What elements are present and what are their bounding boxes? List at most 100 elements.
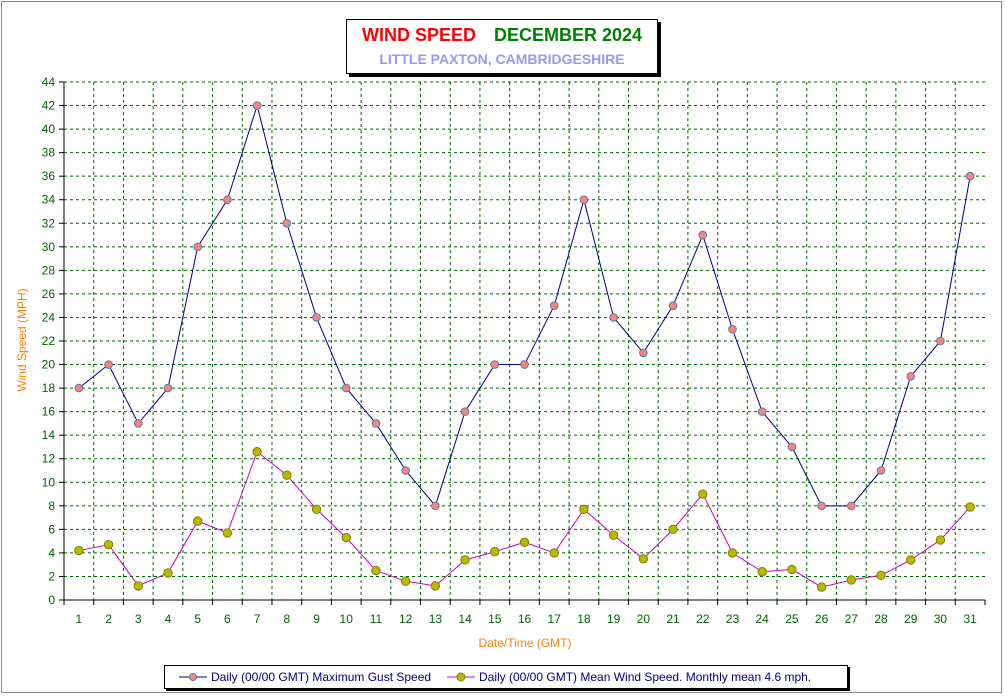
data-point-gust <box>549 301 559 310</box>
data-point-mean <box>133 581 143 591</box>
data-point-mean <box>490 547 500 557</box>
y-axis-label: Wind Speed (MPH) <box>15 288 29 391</box>
data-point-mean <box>935 535 946 545</box>
x-axis-label: Date/Time (GMT) <box>479 636 572 650</box>
legend-label-gust: Daily (00/00 GMT) Maximum Gust Speed <box>211 670 432 684</box>
x-tick-label: 29 <box>904 612 918 626</box>
data-point-mean <box>965 502 975 512</box>
data-point-gust <box>639 348 648 358</box>
x-tick-label: 27 <box>845 612 859 626</box>
data-point-gust <box>876 466 886 475</box>
data-point-gust <box>817 501 826 511</box>
y-tick-label: 10 <box>42 475 56 489</box>
data-point-gust <box>490 360 500 369</box>
data-point-mean <box>727 548 738 558</box>
data-point-mean <box>757 567 767 577</box>
data-point-mean <box>816 582 827 592</box>
y-tick-label: 6 <box>48 522 55 536</box>
x-tick-label: 3 <box>135 612 142 626</box>
y-tick-label: 32 <box>42 216 56 230</box>
x-tick-label: 11 <box>370 612 383 626</box>
series-line-mean <box>78 450 971 588</box>
data-point-mean <box>668 524 678 535</box>
x-tick-label: 24 <box>755 612 769 626</box>
data-point-mean <box>787 564 797 575</box>
data-point-gust <box>104 360 113 369</box>
data-point-mean <box>608 530 619 540</box>
x-tick-label: 16 <box>518 612 532 626</box>
legend-item-gust: Daily (00/00 GMT) Maximum Gust Speed <box>179 670 431 684</box>
y-tick-label: 38 <box>42 146 56 160</box>
data-point-mean <box>74 545 84 556</box>
x-tick-label: 22 <box>696 612 710 626</box>
chart-title-wind-speed: WIND SPEED <box>361 25 476 45</box>
x-tick-label: 30 <box>934 612 948 626</box>
x-tick-label: 17 <box>548 612 562 626</box>
legend-item-mean: Daily (00/00 GMT) Mean Wind Speed. Month… <box>447 670 811 684</box>
data-point-mean <box>579 504 589 515</box>
y-tick-label: 8 <box>48 499 55 513</box>
series <box>74 101 975 592</box>
data-point-gust <box>609 313 618 322</box>
y-tick-label: 22 <box>42 334 56 348</box>
data-point-mean <box>460 555 470 565</box>
data-point-gust <box>965 171 975 181</box>
x-tick-label: 12 <box>399 612 413 626</box>
x-tick-label: 4 <box>165 612 172 626</box>
data-point-gust <box>847 501 856 511</box>
data-point-mean <box>430 581 441 591</box>
data-point-mean <box>311 504 322 515</box>
data-point-mean <box>876 570 886 580</box>
x-tick-label: 5 <box>194 612 201 626</box>
x-tick-label: 8 <box>283 612 290 626</box>
data-point-gust <box>728 324 737 334</box>
legend-label-mean: Daily (00/00 GMT) Mean Wind Speed. Month… <box>479 670 812 684</box>
title-box: WIND SPEED DECEMBER 2024 LITTLE PAXTON, C… <box>346 19 658 74</box>
x-tick-label: 26 <box>815 612 829 626</box>
x-tick-label: 13 <box>429 612 443 626</box>
data-point-gust <box>223 195 232 205</box>
y-tick-label: 16 <box>42 405 56 419</box>
data-point-gust <box>163 383 173 393</box>
data-point-gust <box>252 101 262 110</box>
y-tick-label: 26 <box>42 287 56 301</box>
data-point-gust <box>460 407 470 416</box>
data-point-mean <box>163 568 173 578</box>
data-point-mean <box>519 537 530 548</box>
y-tick-label: 42 <box>42 99 56 113</box>
data-point-gust <box>520 360 529 369</box>
y-tick-label: 36 <box>42 169 56 183</box>
x-tick-label: 28 <box>874 612 888 626</box>
data-point-gust <box>341 383 351 393</box>
data-point-mean <box>698 489 708 499</box>
y-tick-label: 28 <box>42 263 56 277</box>
data-point-mean <box>549 548 559 558</box>
x-tick-label: 25 <box>785 612 799 626</box>
data-point-mean <box>906 555 916 565</box>
data-point-mean <box>371 565 381 576</box>
data-point-gust <box>906 372 916 381</box>
y-tick-label: 34 <box>42 193 56 207</box>
y-tick-label: 14 <box>42 428 56 442</box>
x-tick-label: 14 <box>458 612 472 626</box>
y-tick-label: 30 <box>42 240 56 254</box>
legend-mean-marker-icon <box>447 672 475 682</box>
data-point-gust <box>787 442 797 452</box>
x-tick-label: 23 <box>726 612 740 626</box>
y-tick-label: 12 <box>42 452 56 466</box>
data-point-mean <box>341 532 351 543</box>
data-point-gust <box>133 419 143 428</box>
data-point-gust <box>668 301 678 310</box>
data-point-mean <box>222 528 233 538</box>
y-tick-label: 20 <box>42 358 56 372</box>
y-tick-label: 40 <box>42 122 56 136</box>
grid <box>64 81 985 600</box>
data-point-gust <box>401 466 410 475</box>
x-tick-label: 2 <box>105 612 112 626</box>
chart-title-month: DECEMBER 2024 <box>493 25 643 45</box>
legend-gust-marker-icon <box>179 673 207 681</box>
data-point-mean <box>282 470 292 480</box>
x-tick-label: 15 <box>488 612 502 626</box>
